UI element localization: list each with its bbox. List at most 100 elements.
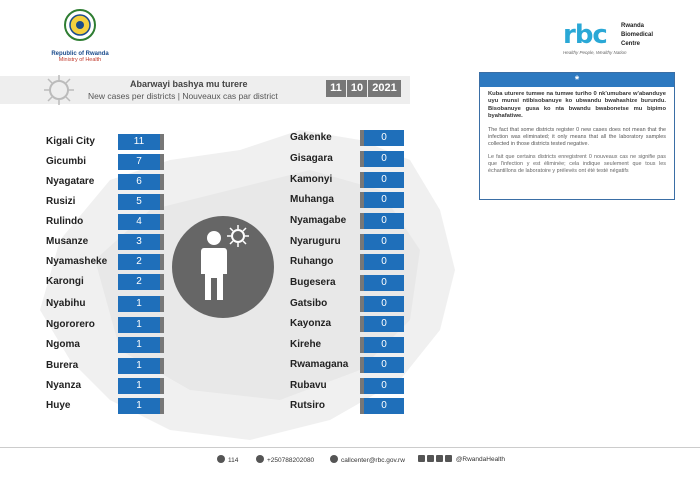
case-count: 0 — [364, 316, 404, 332]
district-name: Huye — [46, 400, 71, 411]
footer-divider — [0, 447, 700, 448]
rbc-letters: rbc — [563, 20, 608, 50]
district-name: Kigali City — [46, 136, 95, 147]
district-name: Nyanza — [46, 380, 82, 391]
district-name: Kayonza — [290, 318, 332, 329]
district-name: Musanze — [46, 236, 89, 247]
row-divider — [160, 358, 164, 374]
row-divider — [360, 378, 364, 394]
district-row: Rutsiro 0 — [290, 398, 440, 414]
ministry-name: Ministry of Health — [58, 57, 102, 63]
social-handle[interactable]: @RwandaHealth — [455, 456, 506, 463]
phone-icon — [217, 455, 225, 463]
title-english-french: New cases per districts | Nouveaux cas p… — [88, 91, 278, 101]
district-row: Kamonyi 0 — [290, 172, 440, 188]
district-row: Musanze 3 — [46, 234, 196, 250]
youtube-icon[interactable] — [445, 455, 452, 462]
district-name: Ruhango — [290, 256, 334, 267]
row-divider — [360, 151, 364, 167]
case-count: 0 — [364, 275, 404, 291]
district-row: Karongi 2 — [46, 274, 196, 290]
district-name: Rutsiro — [290, 400, 325, 411]
note-text-english: The fact that some districts register 0 … — [488, 126, 666, 147]
district-name: Kamonyi — [290, 174, 333, 185]
district-name: Burera — [46, 360, 79, 371]
row-divider — [360, 296, 364, 312]
footer-social[interactable]: @RwandaHealth — [418, 455, 505, 464]
district-name: Rwamagana — [290, 359, 349, 370]
row-divider — [360, 192, 364, 208]
row-divider — [360, 234, 364, 250]
virus-icon — [44, 75, 74, 105]
footer-phone: +250788202080 — [256, 455, 314, 465]
row-divider — [360, 316, 364, 332]
case-count: 4 — [118, 214, 160, 230]
row-divider — [160, 154, 164, 170]
district-name: Nyamagabe — [290, 215, 347, 226]
row-divider — [360, 275, 364, 291]
row-divider — [160, 214, 164, 230]
district-name: Ngororero — [46, 319, 95, 330]
case-count: 1 — [118, 337, 160, 353]
district-name: Nyamasheke — [46, 256, 108, 267]
instagram-icon[interactable] — [436, 455, 443, 462]
case-count: 6 — [118, 174, 160, 190]
case-count: 2 — [118, 274, 160, 290]
rbc-full-name: Rwanda Biomedical Centre — [621, 22, 681, 49]
district-row: Nyaruguru 0 — [290, 234, 440, 250]
district-row: Ngororero 1 — [46, 317, 196, 333]
footer-email[interactable]: callcenter@rbc.gov.rw — [330, 455, 405, 465]
district-name: Muhanga — [290, 194, 334, 205]
rbc-name-line3: Centre — [621, 41, 641, 47]
district-row: Bugesera 0 — [290, 275, 440, 291]
phone-number: +250788202080 — [267, 457, 315, 464]
row-divider — [360, 172, 364, 188]
row-divider — [160, 174, 164, 190]
district-row: Rusizi 5 — [46, 194, 196, 210]
district-row: Kirehe 0 — [290, 337, 440, 353]
note-text-kinyarwanda: Kuba uturere tumwe na tumwe turiho 0 nk'… — [488, 91, 666, 120]
district-row: Muhanga 0 — [290, 192, 440, 208]
rbc-tagline: Healthy People, Wealthy Nation — [563, 50, 627, 55]
rbc-logo: rbc Rwanda Biomedical Centre Healthy Peo… — [563, 20, 673, 58]
date-year: 2021 — [368, 80, 401, 97]
district-name: Gatsibo — [290, 298, 328, 309]
case-count: 0 — [364, 254, 404, 270]
person-virus-icon — [201, 225, 249, 300]
title-kinyarwanda: Abarwayi bashya mu turere — [130, 79, 248, 89]
district-row: Nyabihu 1 — [46, 296, 196, 312]
district-row: Nyamagabe 0 — [290, 213, 440, 229]
district-name: Rulindo — [46, 216, 84, 227]
district-row: Nyamasheke 2 — [46, 254, 196, 270]
district-row: Gisagara 0 — [290, 151, 440, 167]
row-divider — [160, 317, 164, 333]
facebook-icon[interactable] — [427, 455, 434, 462]
rbc-wordmark: rbc — [563, 20, 608, 50]
case-count: 0 — [364, 192, 404, 208]
row-divider — [160, 194, 164, 210]
twitter-icon[interactable] — [418, 455, 425, 462]
case-count: 0 — [364, 378, 404, 394]
district-name: Bugesera — [290, 277, 336, 288]
ministry-country: Republic of Rwanda — [51, 51, 109, 57]
district-row: Gakenke 0 — [290, 130, 440, 146]
rbc-name-line1: Rwanda — [621, 23, 645, 29]
district-name: Nyagatare — [46, 176, 95, 187]
row-divider — [360, 398, 364, 414]
case-count: 1 — [118, 358, 160, 374]
district-name: Gakenke — [290, 132, 332, 143]
note-text-french: Le fait que certains districts enregistr… — [488, 153, 666, 174]
email-address[interactable]: callcenter@rbc.gov.rw — [341, 457, 405, 464]
district-row: Gicumbi 7 — [46, 154, 196, 170]
row-divider — [360, 213, 364, 229]
row-divider — [160, 378, 164, 394]
row-divider — [160, 274, 164, 290]
district-row: Kigali City 11 — [46, 134, 196, 150]
hotline-number: 114 — [228, 457, 239, 464]
note-box: * Kuba uturere tumwe na tumwe turiho 0 n… — [479, 72, 675, 200]
case-count: 1 — [118, 296, 160, 312]
row-divider — [360, 357, 364, 373]
row-divider — [160, 234, 164, 250]
district-name: Nyabihu — [46, 298, 86, 309]
case-count: 0 — [364, 398, 404, 414]
